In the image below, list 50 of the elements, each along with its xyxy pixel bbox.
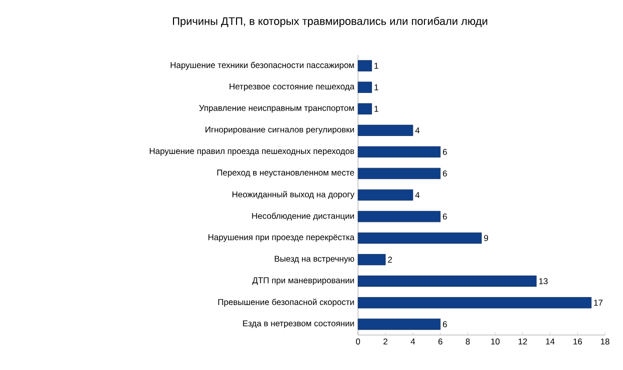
data-label: 1 — [374, 106, 378, 112]
x-tick-label: 16 — [573, 338, 582, 345]
bar — [358, 210, 441, 222]
y-tick-label: Переход в неустановленном месте — [217, 170, 354, 178]
y-tick-label: Нетрезвое состояние пешехода — [230, 84, 354, 92]
y-tick-label: Нарушение техники безопасности пассажиром — [170, 62, 354, 70]
x-tick-label: 0 — [356, 338, 360, 345]
bar — [358, 103, 372, 114]
data-label: 6 — [442, 170, 447, 176]
data-label: 1 — [374, 62, 378, 69]
data-label: 13 — [539, 278, 548, 284]
data-label: 2 — [388, 256, 392, 263]
bar — [358, 124, 414, 136]
data-label: 9 — [484, 235, 488, 242]
bar — [358, 232, 482, 244]
bar — [358, 254, 386, 266]
bar — [358, 60, 372, 72]
data-label: 4 — [415, 127, 420, 134]
x-tick-label: 14 — [546, 338, 555, 344]
chart-title: Причины ДТП, в которых травмировались или погибали люди — [172, 16, 488, 28]
data-label: 6 — [442, 214, 447, 220]
bar — [358, 168, 441, 180]
x-tick-label: 10 — [491, 338, 500, 345]
x-tick-label: 4 — [410, 338, 416, 344]
x-tick-label: 2 — [384, 338, 388, 344]
y-tick-label: Неожиданный выход на дорогу — [232, 190, 354, 200]
bar — [358, 189, 414, 201]
bar — [358, 146, 441, 158]
bar — [358, 318, 441, 330]
y-tick-label: Езда в нетрезвом состоянии — [243, 320, 354, 328]
y-tick-label: Нарушения при проезде перекрёстка — [208, 234, 354, 242]
y-tick-label: Игнорирование сигналов регулировки — [206, 126, 354, 134]
x-tick-label: 12 — [518, 338, 527, 344]
y-tick-label: Нарушение правил проезда пешеходных переходов — [150, 148, 354, 156]
y-tick-label: Превышение безопасной скорости — [218, 298, 354, 307]
data-label: 17 — [594, 300, 602, 306]
bar — [358, 82, 372, 93]
data-label: 6 — [442, 148, 447, 155]
data-label: 1 — [374, 84, 378, 90]
x-tick-label: 6 — [438, 338, 442, 345]
x-tick-label: 18 — [600, 338, 610, 345]
data-label: 4 — [415, 192, 420, 198]
y-tick-label: Несоблюдение дистанции — [252, 212, 354, 220]
data-label: 6 — [442, 321, 447, 328]
y-tick-label: ДТП при маневрировании — [252, 277, 354, 285]
y-tick-label: Управление неисправным транспортом — [199, 105, 354, 113]
x-tick-label: 8 — [466, 338, 470, 345]
y-tick-label: Выезд на встречную — [274, 256, 354, 264]
bar — [358, 276, 537, 287]
bar — [358, 297, 592, 308]
